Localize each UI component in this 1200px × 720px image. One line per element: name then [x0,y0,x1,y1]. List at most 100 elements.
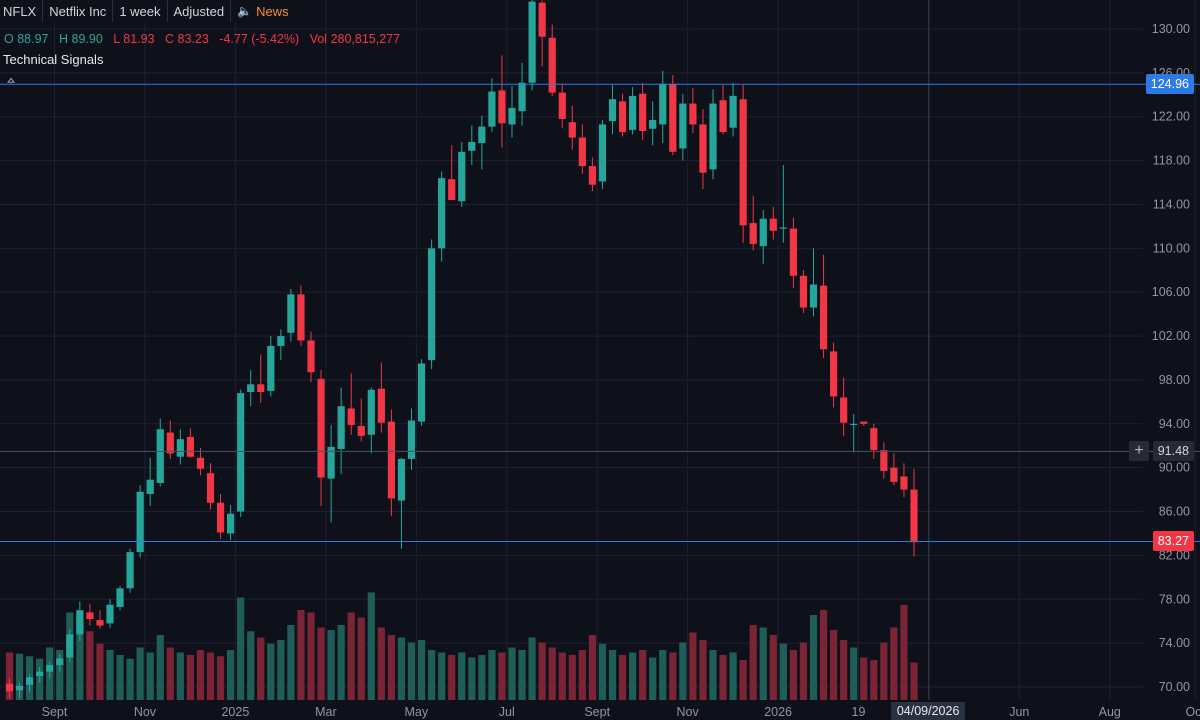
adjustment-button[interactable]: Adjusted [168,0,232,22]
candle [629,87,637,135]
line-anchor-icon[interactable] [7,77,15,83]
candle [257,354,265,403]
candle-body [357,425,365,436]
candle-body [618,101,627,133]
volume-bar [890,627,898,700]
candle [237,389,245,518]
volume-bar [206,652,215,700]
volume-bar [5,652,14,700]
candle [227,504,235,541]
volume-bar [629,652,637,700]
candle-body [639,93,647,131]
volume-bar [669,652,677,700]
volume-bar [247,631,255,700]
price-tick-label: 106.00 [1152,285,1190,299]
volume-bar [15,653,24,700]
candle-body [629,95,637,130]
horizontal-lines[interactable] [0,77,1200,542]
symbol-button[interactable]: NFLX [0,0,44,22]
news-button[interactable]: 🔈 News [231,0,294,22]
candle [870,423,878,459]
candle-body [66,634,74,658]
candle-body [5,683,14,692]
volume-bar [438,652,446,700]
candle [850,413,858,453]
candle [749,195,757,251]
candle [126,548,134,593]
volume-bar [709,650,717,700]
price-tick-label: 118.00 [1153,154,1190,168]
price-axis[interactable]: 70.00 74.00 78.00 82.00 86.00 90.00 94.00 98.00… [1152,22,1190,694]
candle-body [257,384,265,392]
company-name-button[interactable]: Netflix Inc [43,0,114,22]
volume-value: 280,815,277 [330,32,401,46]
candle-body [709,103,717,170]
volume-bar [568,655,576,700]
price-tick-label: 86.00 [1159,505,1190,519]
candle-body [518,82,526,112]
volume-bar [598,643,607,700]
volume-bar [588,635,596,700]
resistance-price-tag[interactable]: 124.96 [1145,74,1194,95]
candle [890,453,898,486]
volume-bar [910,662,918,700]
time-tick-label: Jun [1009,705,1029,719]
volume-bar [397,637,406,700]
price-tick-label: 130.00 [1152,22,1190,36]
candle [247,370,255,407]
volume-bar [518,650,526,700]
candle-body [26,677,34,685]
indicator-technical-signals[interactable]: Technical Signals [3,52,104,67]
candle-body [608,99,617,122]
candle-body [498,90,506,124]
candle [578,124,586,174]
volume-bar [719,655,727,700]
candle [568,105,576,150]
candle [5,678,14,698]
candle [830,342,838,408]
low-value: 81.93 [123,32,155,46]
price-candles [5,0,918,698]
candle-body [508,107,516,125]
volume-bar [789,650,797,700]
candle-body [588,166,596,185]
candle [840,377,848,436]
candle [910,468,918,557]
candle [769,206,777,240]
volume-bar [769,635,777,700]
candle-body [267,345,275,391]
candle-body [830,351,838,397]
candle [186,428,194,458]
candle-body [337,406,345,450]
candle [387,409,395,516]
time-axis[interactable]: Sept Nov 2025 Mar May Jul Sept Nov 2026 19 Jun Aug O… [42,705,1200,719]
volume-bar [478,655,486,700]
candle [377,362,385,433]
volume-bar [267,643,275,700]
plus-icon[interactable]: + [1129,441,1149,462]
candle [287,288,295,342]
candle-body [417,363,426,422]
volume-bar [96,643,104,700]
time-tick-label: Nov [677,705,700,719]
volume-bar [508,647,516,700]
candle-body [297,294,305,341]
candle [689,88,697,134]
candle [468,125,476,165]
candle [759,209,767,264]
candle-body [880,450,888,471]
candle [56,654,64,672]
candle-body [196,457,205,469]
candle [719,84,727,135]
price-tick-label: 122.00 [1152,110,1190,124]
price-tick-label: 94.00 [1159,417,1190,431]
candle-body [458,151,466,202]
news-label: News [256,3,289,19]
interval-button[interactable]: 1 week [113,0,168,22]
candle [417,359,426,426]
volume-bar [56,650,64,700]
volume-bar [297,610,305,700]
volume-bar [227,650,235,700]
volume-bar [387,635,395,700]
